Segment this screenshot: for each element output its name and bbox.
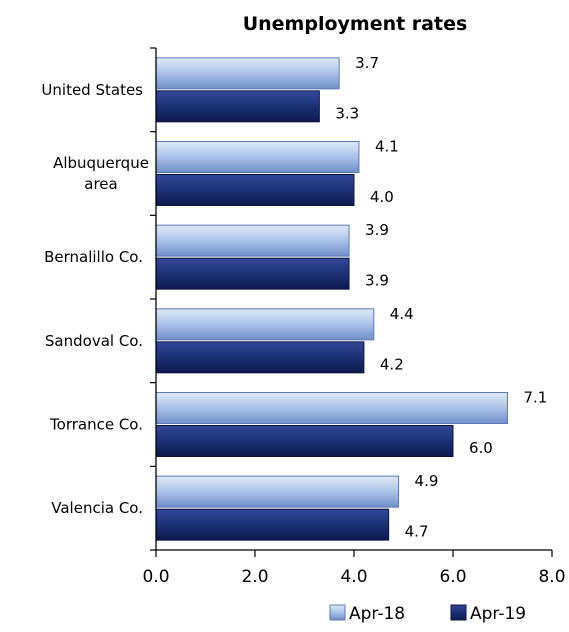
legend-label: Apr-19 [470, 604, 526, 624]
category-label: Sandoval Co. [45, 332, 143, 350]
bar-apr-18-5 [155, 475, 400, 508]
bar-apr-19-0 [155, 90, 320, 123]
x-tick-label: 0.0 [142, 567, 169, 587]
data-label: 3.3 [335, 104, 359, 122]
bar-apr-18-3 [155, 308, 375, 341]
data-label: 4.4 [390, 305, 414, 323]
bar-apr-18-4 [155, 392, 508, 424]
data-label: 3.9 [365, 272, 389, 290]
data-label: 3.9 [365, 221, 389, 239]
category-label: Albuquerque [53, 154, 149, 172]
data-label: 4.7 [405, 523, 429, 541]
bar-apr-19-3 [155, 341, 365, 374]
data-label: 4.9 [415, 472, 439, 490]
category-label: United States [41, 81, 143, 99]
data-label: 4.0 [370, 188, 394, 206]
x-tick-label: 4.0 [340, 567, 367, 587]
bar-apr-19-2 [155, 257, 350, 290]
data-label: 4.2 [380, 355, 404, 373]
bar-apr-19-1 [155, 174, 355, 206]
legend-swatch-apr-18 [329, 604, 346, 621]
bar-apr-19-5 [155, 508, 390, 541]
legend-label: Apr-18 [349, 604, 405, 624]
data-label: 7.1 [523, 389, 547, 407]
x-tick-label: 2.0 [241, 567, 268, 587]
category-label: Torrance Co. [49, 416, 143, 434]
bar-apr-18-0 [155, 57, 340, 90]
category-label: Bernalillo Co. [44, 248, 143, 266]
legend: Apr-18 Apr-19 [329, 604, 526, 624]
data-label: 3.7 [355, 54, 379, 72]
x-tick-label: 6.0 [439, 567, 466, 587]
legend-swatch-apr-19 [450, 604, 467, 621]
chart-title: Unemployment rates [243, 13, 468, 35]
data-label: 6.0 [469, 439, 493, 457]
bar-apr-18-2 [155, 224, 350, 257]
data-label: 4.1 [375, 138, 399, 156]
category-label: Valencia Co. [51, 499, 143, 517]
bar-apr-19-4 [155, 425, 454, 457]
x-tick-label: 8.0 [538, 567, 565, 587]
bar-apr-18-1 [155, 141, 360, 173]
plot-area: 3.7 3.3 United States 4.1 4.0 Albuquerque area… [41, 47, 566, 587]
category-label: area [84, 175, 117, 193]
